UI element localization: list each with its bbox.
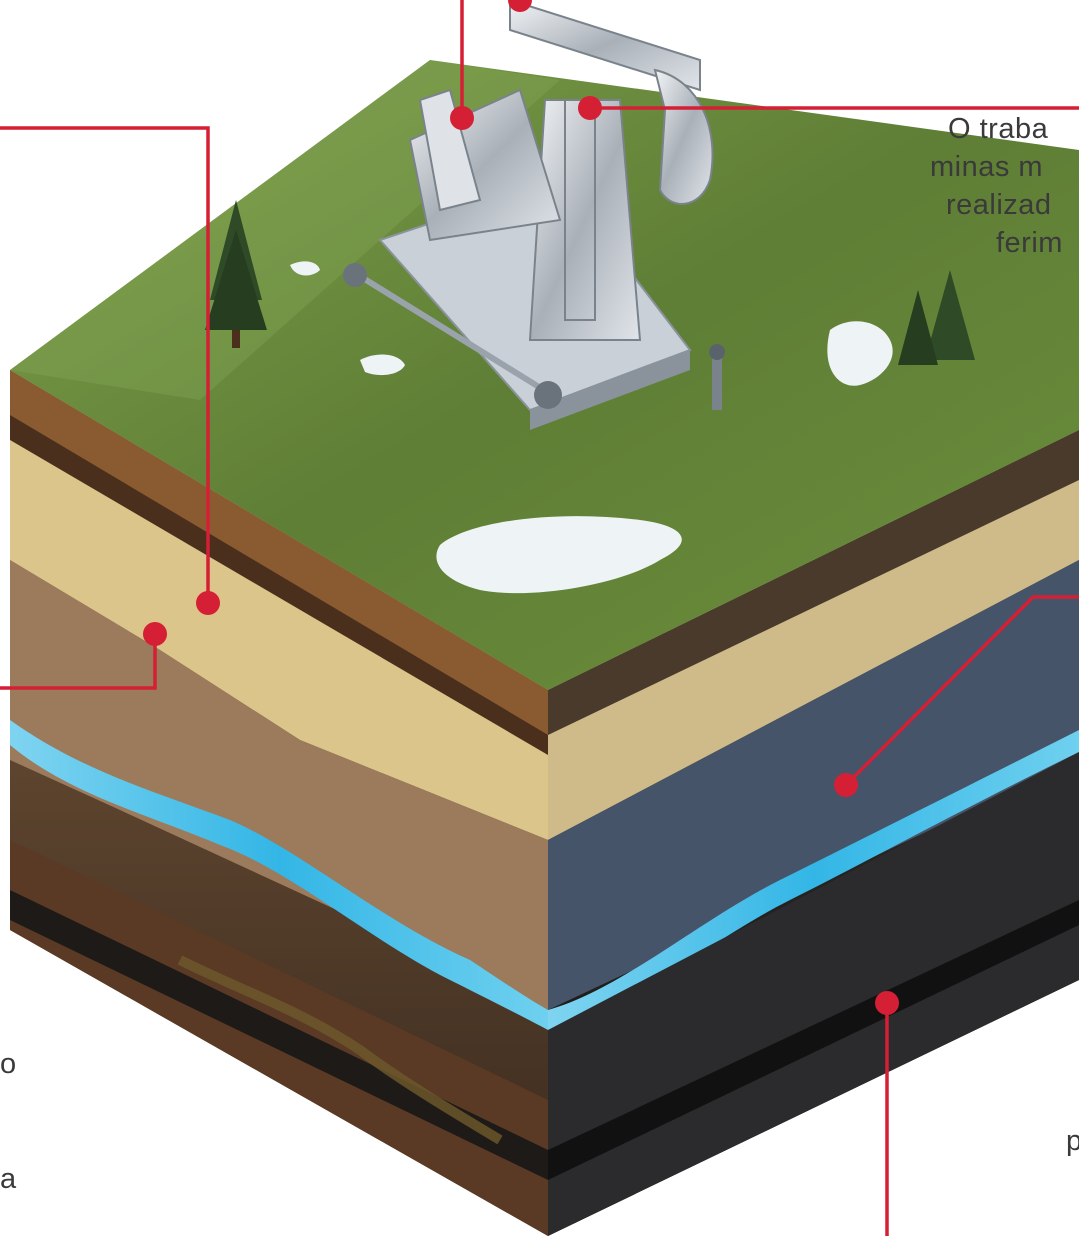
callout-dot-beam-top bbox=[508, 0, 532, 12]
callout-text-right-4: ferim bbox=[996, 224, 1079, 262]
callout-line-1: O traba bbox=[948, 113, 1049, 145]
callout-text-right: O traba bbox=[948, 110, 1079, 148]
pine-tree-icon bbox=[205, 200, 975, 365]
left-face-layers bbox=[10, 370, 548, 1236]
callout-dot-deep bbox=[875, 991, 899, 1015]
text-fragment-left-1: o bbox=[0, 1048, 17, 1080]
callout-dot-crank bbox=[450, 106, 474, 130]
callout-dot-sand bbox=[196, 591, 220, 615]
callout-line-sand bbox=[0, 126, 210, 600]
callout-dot-rock bbox=[834, 773, 858, 797]
callout-dot-pumpjack bbox=[578, 96, 602, 120]
callout-line-2: minas m bbox=[930, 151, 1044, 183]
callout-line-rock bbox=[844, 595, 1079, 787]
water-layer-right bbox=[548, 730, 1079, 1030]
text-fragment-left-2: a bbox=[0, 1163, 17, 1195]
callout-line-water bbox=[0, 634, 157, 690]
callout-dots bbox=[143, 0, 899, 1015]
water-layer-left bbox=[10, 720, 548, 1030]
callout-dot-water bbox=[143, 622, 167, 646]
text-fragment-right-1: p bbox=[1066, 1125, 1079, 1157]
snow-patch-icon bbox=[290, 261, 893, 594]
right-face-layers bbox=[548, 430, 1079, 1236]
callout-text-right-3: realizad bbox=[946, 186, 1079, 224]
callout-text-right-2: minas m bbox=[930, 148, 1079, 186]
callout-line-4: ferim bbox=[996, 227, 1063, 259]
callout-line-3: realizad bbox=[946, 189, 1052, 221]
